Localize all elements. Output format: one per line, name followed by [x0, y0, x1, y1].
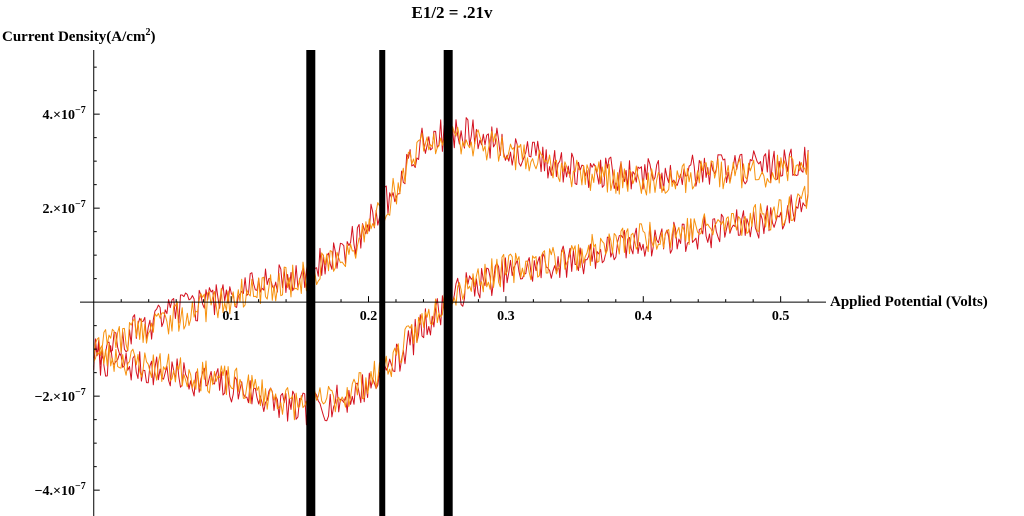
- y-tick-label: 2.×10−7: [43, 199, 86, 217]
- series-line-1: [93, 125, 809, 421]
- x-tick-label: 0.5: [772, 309, 790, 324]
- series-layer: [93, 117, 809, 426]
- axes-layer: 0.1 0.2 0.3 0.4 0.5 4.×10−7 2.×10−7 −2.×10−7 −4.…: [35, 50, 826, 516]
- x-tick-label: 0.1: [222, 309, 240, 324]
- vertical-markers: [306, 50, 453, 516]
- x-tick-label: 0.2: [360, 309, 378, 324]
- y-tick-label: −2.×10−7: [35, 387, 86, 405]
- x-tick-label: 0.3: [497, 309, 515, 324]
- chart-title: E1/2 = .21v: [412, 3, 493, 22]
- x-axis-label: Applied Potential (Volts): [830, 294, 988, 310]
- y-tick-label: −4.×10−7: [35, 481, 86, 499]
- y-axis-label-sup: 2: [145, 27, 150, 38]
- y-axis-label-text: Current Density(A/cm: [2, 29, 146, 45]
- y-axis-label: Current Density(A/cm2): [2, 27, 155, 45]
- y-tick-label: 4.×10−7: [43, 105, 86, 123]
- y-axis-label-suffix: ): [150, 29, 155, 45]
- x-tick-label: 0.4: [635, 309, 653, 324]
